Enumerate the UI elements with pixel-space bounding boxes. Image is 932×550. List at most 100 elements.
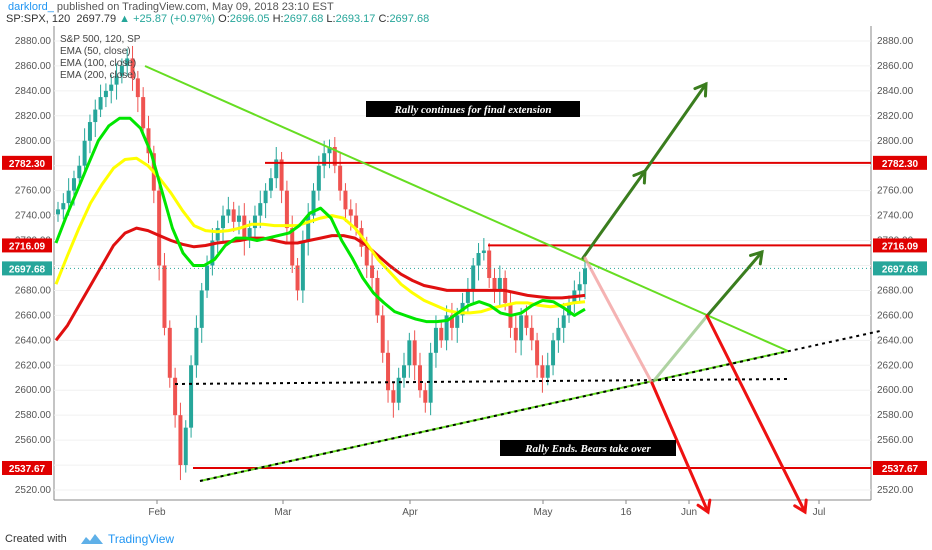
ema200-line	[54, 226, 586, 342]
y-tick-label-left: 2880.00	[15, 36, 52, 47]
candle-body	[231, 209, 236, 222]
candle-body	[268, 178, 273, 191]
candle-body	[455, 315, 460, 328]
candle-body	[332, 146, 337, 166]
candle-body	[274, 159, 279, 179]
price-tag-right-text: 2782.30	[882, 159, 919, 170]
price-tag-right	[873, 238, 927, 253]
y-tick-label-left: 2520.00	[15, 485, 52, 496]
y-tick-label-left: 2740.00	[15, 211, 52, 222]
symbol-line: SP:SPX, 120 2697.79 ▲ +25.87 (+0.97%) O:…	[6, 13, 429, 25]
candle-body	[402, 365, 407, 378]
candle-body	[545, 365, 550, 378]
candle-body	[119, 65, 124, 76]
price-tag-left	[2, 261, 52, 276]
candle-body	[258, 203, 263, 216]
close-value: 2697.68	[389, 13, 430, 25]
candle-body	[433, 327, 438, 353]
candle-body	[306, 215, 311, 241]
candle-body	[322, 153, 327, 166]
high-value: 2697.68	[283, 13, 324, 25]
candle-body	[567, 302, 572, 316]
y-tick-label-right: 2680.00	[877, 285, 914, 296]
bear-arrowhead-1	[696, 498, 712, 515]
bear-arrow-path-2	[705, 314, 807, 514]
annotation-bottom: Rally Ends. Bears take over	[524, 443, 651, 455]
dotted-trendline-flat	[174, 378, 791, 385]
ema50-line	[54, 116, 586, 324]
y-tick-label-left: 2820.00	[15, 111, 52, 122]
y-tick-label-right: 2620.00	[877, 360, 914, 371]
created-with-label: Created with	[5, 533, 67, 545]
last-price: 2697.79	[76, 13, 117, 25]
x-tick-label: 16	[620, 507, 632, 518]
legend-symbol: S&P 500, 120, SP	[60, 34, 141, 45]
candle-body	[56, 209, 60, 215]
candle-body	[487, 250, 492, 278]
candle-body	[428, 352, 433, 403]
candle-body	[407, 340, 412, 366]
y-tick-label-right: 2560.00	[877, 435, 914, 446]
y-tick-label-right: 2580.00	[877, 410, 914, 421]
author-link[interactable]: darklord_	[8, 1, 54, 13]
open-label: O:	[218, 13, 230, 25]
y-tick-label-right: 2660.00	[877, 310, 914, 321]
candle-body	[279, 159, 284, 191]
candle-body	[98, 97, 103, 110]
candle-body	[114, 75, 119, 85]
price-tag-right-text: 2537.67	[882, 464, 919, 475]
candle-body	[173, 377, 178, 416]
bear-arrowhead-2	[793, 498, 808, 515]
candle-body	[135, 78, 140, 98]
price-tag-left-text: 2697.68	[9, 264, 46, 275]
ema-lines	[54, 116, 586, 342]
candle-body	[103, 90, 108, 98]
chart-legend: S&P 500, 120, SP EMA (50, close) EMA (10…	[60, 34, 141, 81]
price-tag-left	[2, 460, 52, 475]
candle-body	[316, 165, 321, 191]
price-tag-right	[873, 261, 927, 276]
candle-body	[130, 58, 135, 79]
y-tick-label-right: 2520.00	[877, 485, 914, 496]
y-tick-label-right: 2640.00	[877, 335, 914, 346]
candle-body	[348, 209, 353, 216]
annotation-bottom-box	[500, 440, 676, 456]
x-tick-label: Mar	[274, 507, 292, 518]
candle-body	[183, 427, 188, 466]
price-tag-left-text: 2782.30	[9, 159, 46, 170]
candle-body	[540, 365, 545, 378]
y-tick-label-right: 2740.00	[877, 211, 914, 222]
price-chart[interactable]: 2520.002540.002560.002580.002600.002620.…	[0, 26, 932, 528]
low-value: 2693.17	[335, 13, 376, 25]
candle-body	[93, 109, 98, 123]
tradingview-brand[interactable]: TradingView	[108, 532, 175, 546]
candle-body	[66, 190, 71, 204]
candle-body	[215, 228, 220, 241]
candle-body	[481, 250, 486, 254]
annotation-top: Rally continues for final extension	[393, 104, 551, 116]
bull-arrow-path-faint	[650, 314, 709, 385]
footer: Created with TradingView	[0, 528, 932, 550]
x-tick-label: Apr	[402, 507, 418, 518]
candle-body	[157, 190, 162, 266]
candle-body	[61, 203, 66, 210]
price-tag-right-text: 2716.09	[882, 241, 919, 252]
candle-body	[327, 146, 332, 154]
candle-body	[109, 84, 114, 91]
annotation-top-box	[366, 101, 580, 117]
candle-body	[162, 265, 167, 328]
candle-body	[412, 340, 417, 366]
candle-body	[423, 390, 428, 403]
bull-arrowhead-3	[749, 249, 764, 266]
trend-drawings[interactable]	[144, 65, 881, 515]
candle-body	[141, 97, 146, 129]
candle-body	[194, 327, 199, 366]
candle-body	[471, 265, 476, 291]
candle-body	[338, 165, 343, 191]
candle-body	[465, 290, 470, 303]
candle-body	[354, 215, 359, 229]
candle-body	[386, 352, 391, 391]
y-tick-label-left: 2680.00	[15, 285, 52, 296]
candle-body	[263, 190, 268, 204]
y-tick-label-right: 2840.00	[877, 86, 914, 97]
